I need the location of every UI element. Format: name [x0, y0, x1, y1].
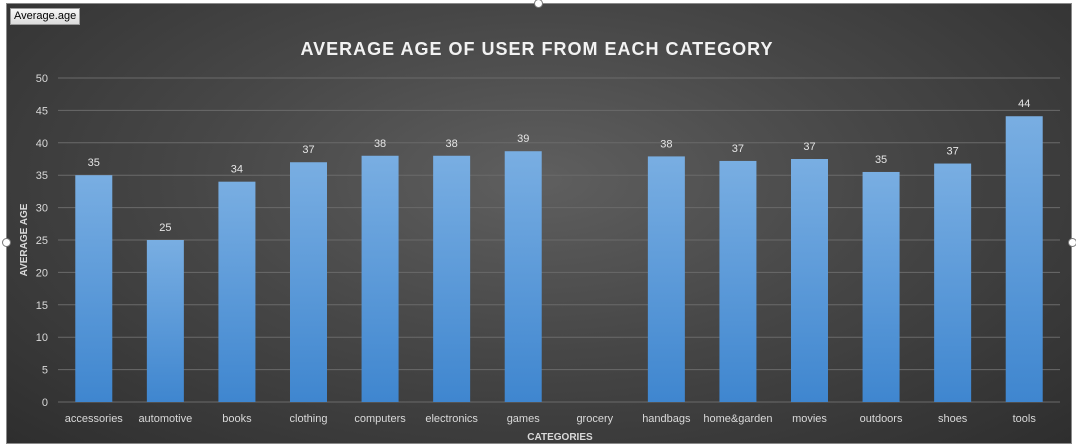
y-tick-label: 35: [36, 170, 48, 182]
y-tick-label: 5: [42, 365, 48, 377]
field-button-average-age[interactable]: Average.age: [10, 8, 81, 25]
bar-games[interactable]: [504, 151, 542, 402]
y-tick-label: 10: [36, 332, 48, 344]
data-label: 39: [517, 133, 529, 145]
x-axis-title: CATEGORIES: [527, 432, 593, 443]
data-label: 38: [660, 138, 672, 150]
bar-shoes[interactable]: [934, 163, 972, 402]
data-label: 38: [446, 138, 458, 150]
data-label: 25: [159, 222, 171, 234]
y-tick-label: 15: [36, 300, 48, 312]
x-tick-label: books: [222, 413, 252, 425]
y-tick-label: 40: [36, 138, 48, 150]
x-tick-label: tools: [1013, 413, 1037, 425]
bar-electronics[interactable]: [433, 155, 471, 402]
bar-clothing[interactable]: [290, 162, 327, 402]
y-tick-label: 30: [36, 203, 48, 215]
bar-books[interactable]: [218, 181, 256, 402]
x-tick-label: clothing: [290, 413, 328, 425]
bar-outdoors[interactable]: [862, 171, 900, 402]
data-label: 37: [302, 144, 314, 156]
y-tick-label: 20: [36, 267, 48, 279]
y-axis-title: AVERAGE AGE: [19, 203, 30, 276]
resize-handle-right[interactable]: [1068, 238, 1076, 247]
bar-tools[interactable]: [1005, 116, 1043, 403]
bar-computers[interactable]: [361, 155, 399, 402]
x-tick-label: handbags: [642, 413, 691, 425]
x-tick-label: shoes: [938, 413, 968, 425]
x-tick-label: computers: [354, 413, 406, 425]
y-tick-label: 45: [36, 105, 48, 117]
y-axis-ticks: 0 5 10 15 20 25 30 35 40 45 50: [36, 73, 48, 409]
x-tick-label: electronics: [425, 413, 478, 425]
data-label: 35: [88, 157, 100, 169]
bar-automotive[interactable]: [146, 240, 184, 402]
x-tick-label: grocery: [576, 413, 613, 425]
gridlines: [58, 77, 1060, 403]
y-tick-label: 25: [36, 235, 48, 247]
bar-handbags[interactable]: [647, 156, 685, 402]
data-label: 37: [803, 141, 815, 153]
data-label: 37: [732, 143, 744, 155]
x-axis-ticks: accessories automotive books clothing comput…: [65, 413, 1037, 425]
x-tick-label: games: [507, 413, 541, 425]
y-tick-label: 0: [42, 397, 48, 409]
resize-handle-left[interactable]: [2, 238, 11, 247]
x-tick-label: movies: [792, 413, 827, 425]
data-label: 44: [1018, 98, 1030, 110]
data-label: 34: [231, 164, 243, 176]
chart-title: AVERAGE AGE OF USER FROM EACH CATEGORY: [300, 39, 773, 59]
data-label: 35: [875, 154, 887, 166]
y-tick-label: 50: [36, 73, 48, 85]
data-label: 38: [374, 138, 386, 150]
data-label: 37: [947, 146, 959, 158]
x-tick-label: automotive: [138, 413, 192, 425]
bar-accessories[interactable]: [75, 175, 113, 402]
bars: 35 25 34 37 38 38 39 38 37 37 35 37 44: [75, 98, 1043, 403]
x-tick-label: outdoors: [860, 413, 903, 425]
x-tick-label: accessories: [65, 413, 124, 425]
resize-handle-top[interactable]: [534, 0, 543, 8]
bar-home-garden[interactable]: [719, 160, 757, 402]
bar-movies[interactable]: [791, 159, 828, 402]
x-tick-label: home&garden: [703, 413, 772, 425]
